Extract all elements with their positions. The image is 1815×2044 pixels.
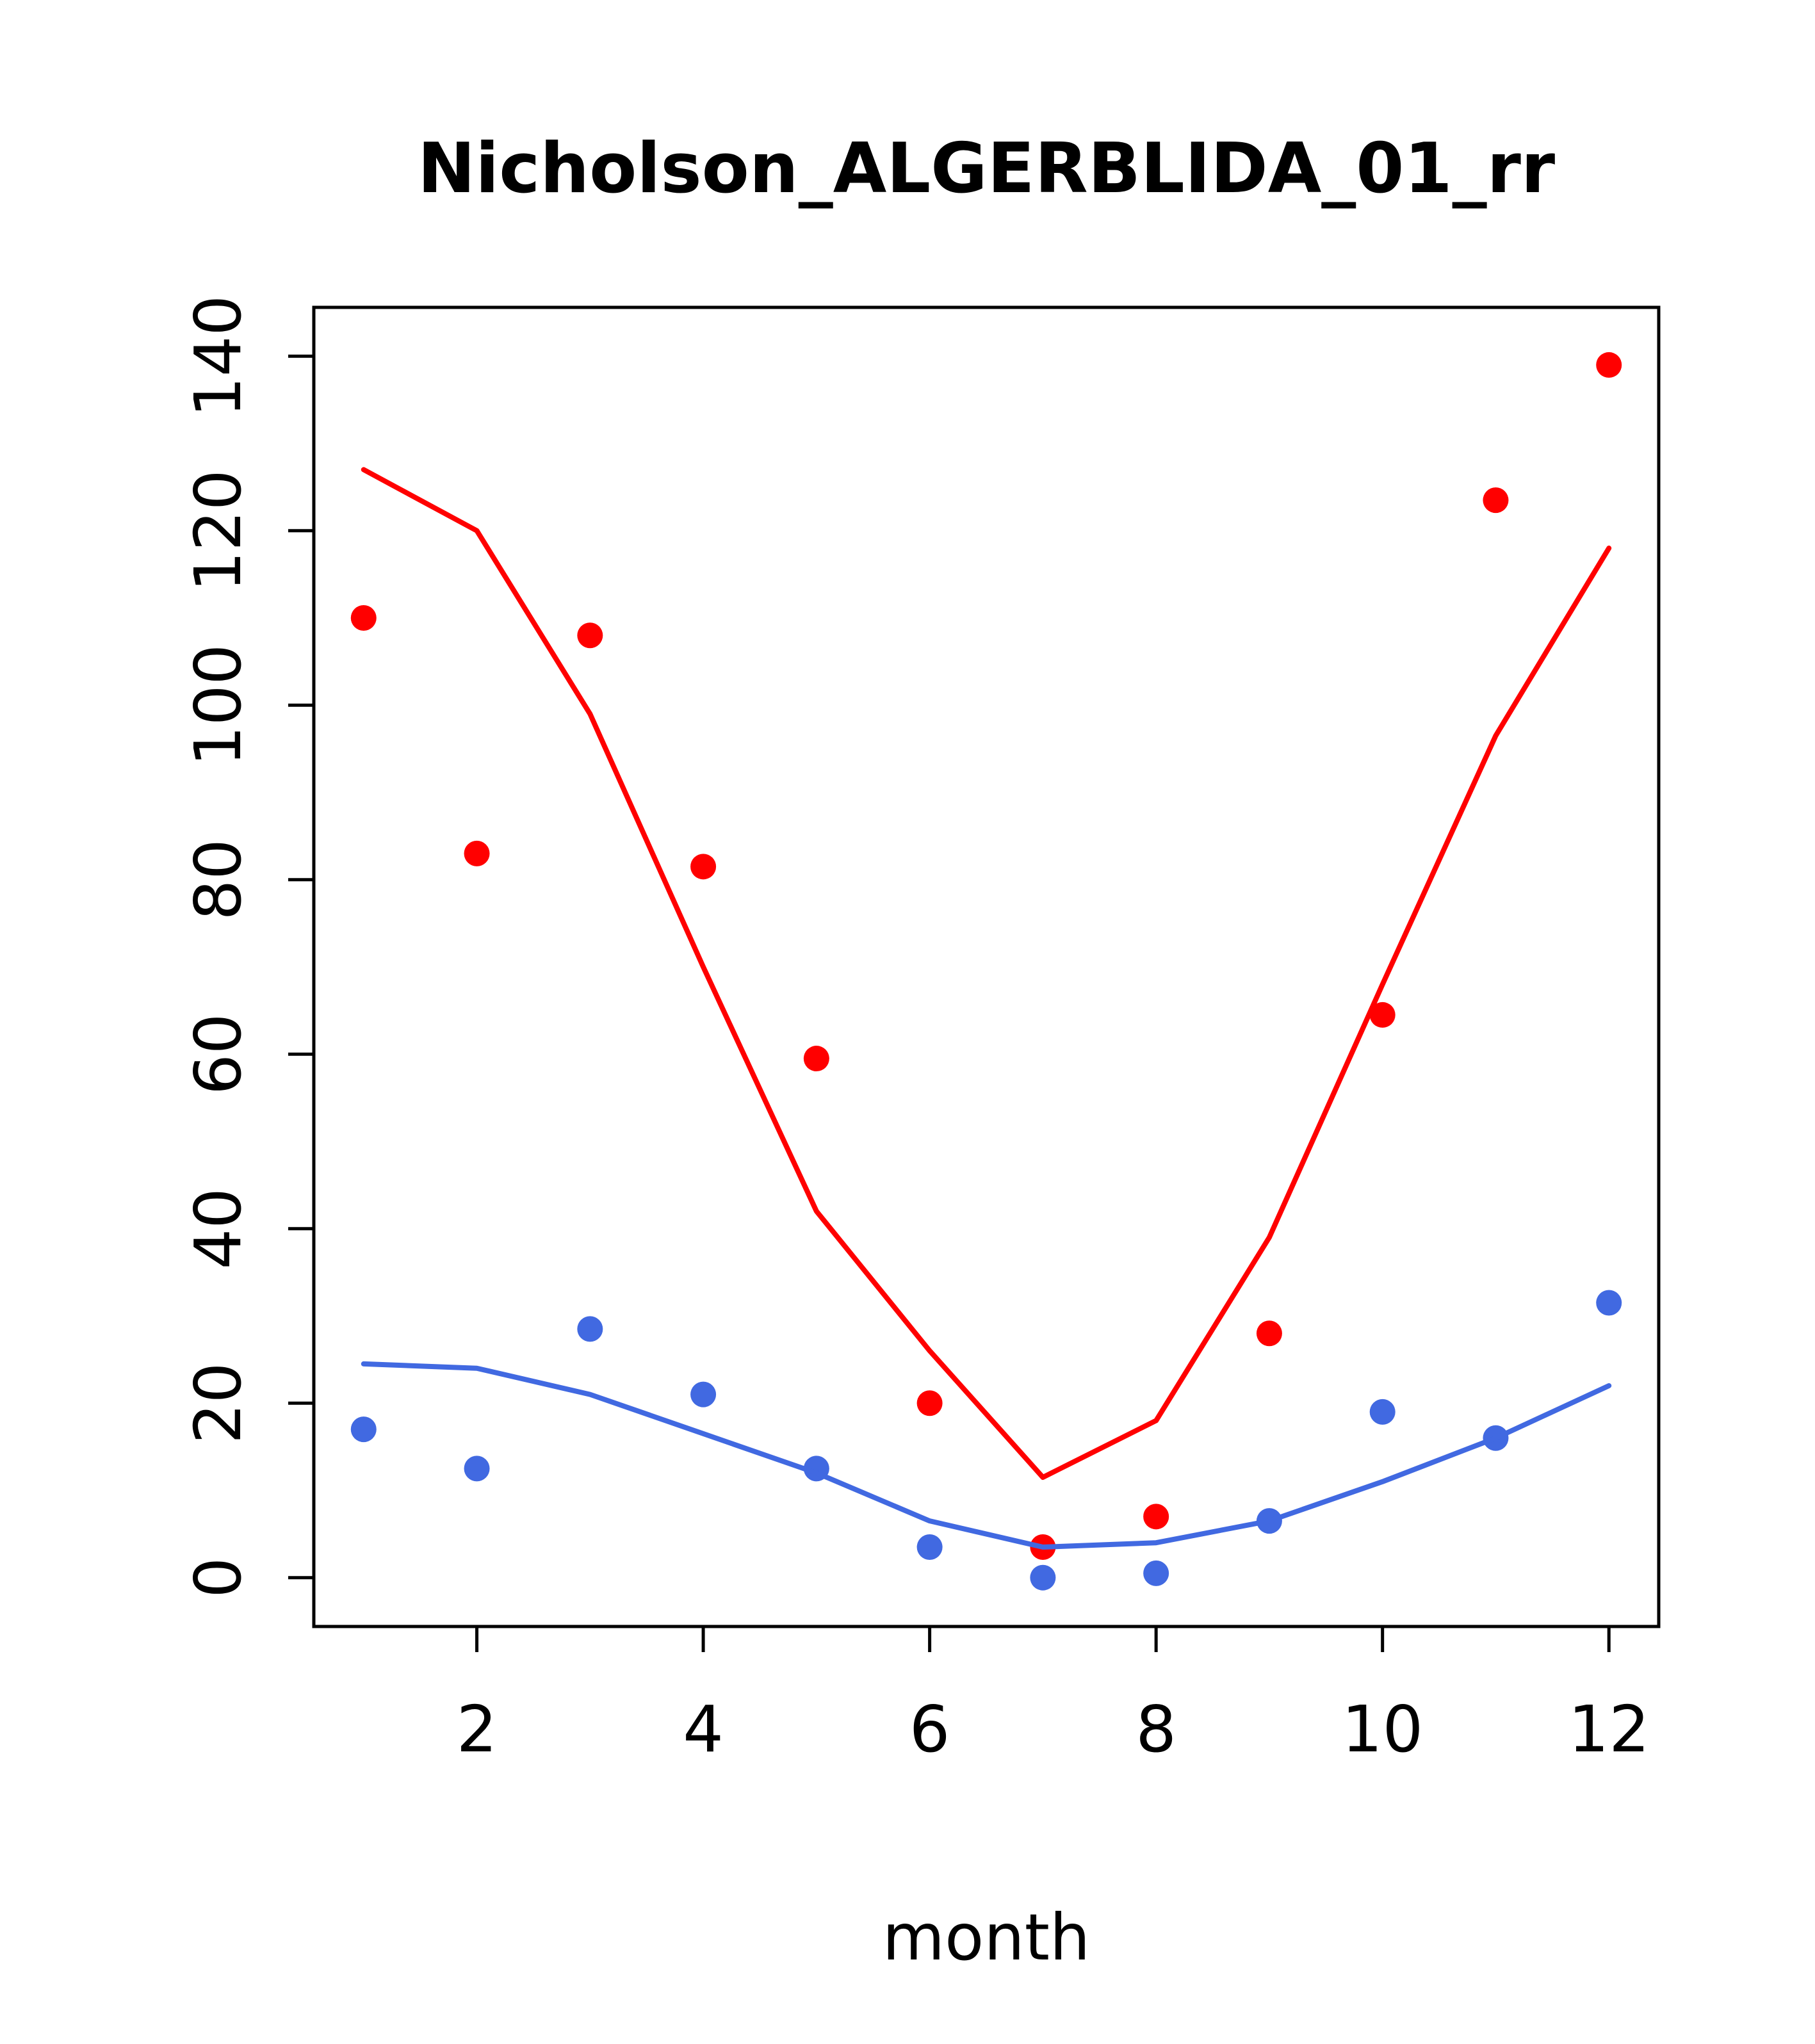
observed-red-points-point: [1369, 1002, 1396, 1028]
y-tick-label: 100: [181, 644, 256, 766]
x-tick-label: 4: [683, 1692, 724, 1767]
y-tick-label: 20: [181, 1363, 256, 1444]
observed-blue-points-point: [1143, 1560, 1169, 1586]
y-tick-label: 40: [181, 1188, 256, 1269]
observed-red-points-point: [350, 605, 377, 631]
model-red-line: [361, 467, 1612, 1480]
observed-red-points-point: [1143, 1504, 1169, 1530]
observed-red-points-point: [690, 854, 717, 880]
observed-blue-points-point: [350, 1416, 377, 1443]
y-tick-label: 120: [181, 469, 256, 592]
observed-red-points-point: [803, 1046, 829, 1072]
observed-red-points-point: [1483, 487, 1509, 514]
model-blue-line: [361, 1361, 1612, 1550]
observed-blue-points-point: [690, 1381, 717, 1407]
observed-red-points-point: [464, 840, 490, 866]
y-tick-label: 0: [181, 1557, 256, 1598]
x-tick-label: 2: [457, 1692, 498, 1767]
observed-blue-points-point: [916, 1534, 943, 1561]
observed-red-points-point: [1596, 352, 1622, 378]
observed-blue-points-point: [1030, 1564, 1056, 1591]
x-tick-label: 10: [1342, 1692, 1423, 1767]
x-tick-label: 6: [909, 1692, 950, 1767]
x-tick-label: 12: [1568, 1692, 1650, 1767]
chart-title: Nicholson_ALGERBLIDA_01_rr: [418, 129, 1555, 209]
y-tick-label: 60: [181, 1014, 256, 1095]
y-tick-label: 80: [181, 839, 256, 920]
x-axis-label: month: [883, 1900, 1091, 1975]
observed-red-points-point: [916, 1390, 943, 1416]
y-tick-label: 140: [181, 295, 256, 418]
x-tick-label: 8: [1135, 1692, 1176, 1767]
observed-blue-points-point: [1596, 1290, 1622, 1316]
observed-blue-points-point: [577, 1316, 603, 1342]
observed-red-points-point: [1256, 1320, 1282, 1347]
plot-box: [312, 305, 1661, 1628]
observed-blue-points-point: [464, 1456, 490, 1482]
observed-blue-points-point: [1369, 1399, 1396, 1425]
data-series: [350, 352, 1622, 1591]
observed-red-points-point: [577, 622, 603, 649]
